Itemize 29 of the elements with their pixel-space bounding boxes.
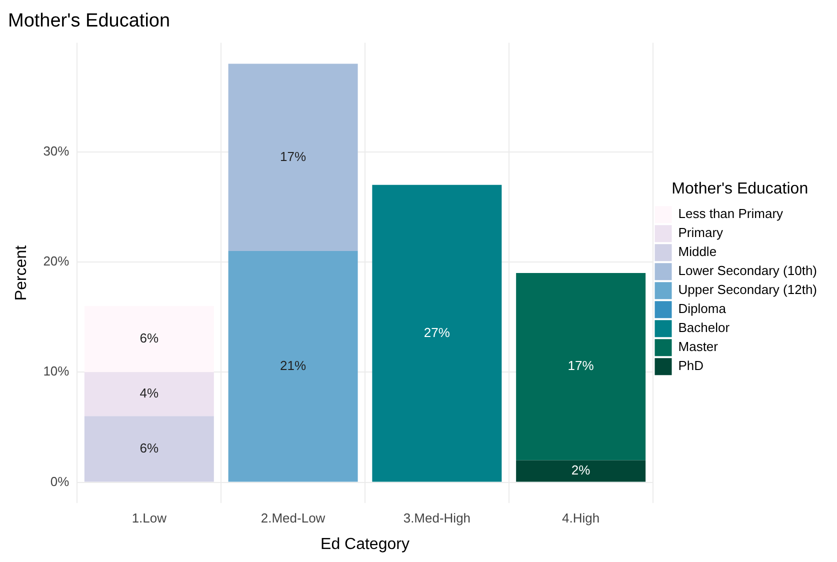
legend-label: Master	[678, 339, 719, 354]
y-tick-label: 20%	[43, 254, 70, 269]
legend-label: Diploma	[678, 301, 727, 316]
legend-label: Middle	[678, 244, 717, 260]
data-label: 27%	[424, 324, 450, 340]
data-label: 17%	[568, 358, 594, 374]
x-axis-title: Ed Category	[320, 536, 410, 553]
x-tick-label: 1.Low	[132, 510, 168, 526]
data-label: 17%	[280, 148, 306, 164]
y-tick-label: 0%	[50, 474, 70, 489]
legend-label: PhD	[678, 358, 704, 374]
data-label: 6%	[140, 330, 159, 346]
legend-label: Primary	[678, 225, 724, 240]
y-axis-title: Percent	[13, 244, 30, 301]
y-tick-label: 10%	[43, 364, 70, 379]
x-tick-label: 3.Med-High	[403, 510, 471, 526]
y-tick-label: 30%	[43, 143, 70, 158]
data-label: 21%	[280, 358, 306, 373]
legend-label: Lower Secondary (10th)	[678, 263, 818, 278]
legend-label: Upper Secondary (12th)	[678, 282, 818, 298]
legend-label: Bachelor	[678, 320, 730, 336]
legend-label: Less than Primary	[678, 206, 784, 222]
data-label: 2%	[571, 462, 591, 478]
x-tick-label: 2.Med-Low	[260, 510, 326, 526]
data-label: 4%	[140, 386, 159, 401]
chart-title: Mother's Education	[8, 10, 170, 32]
x-tick-label: 4.High	[562, 510, 600, 526]
legend-title: Mother's Education	[672, 180, 808, 198]
data-label: 6%	[140, 440, 159, 456]
